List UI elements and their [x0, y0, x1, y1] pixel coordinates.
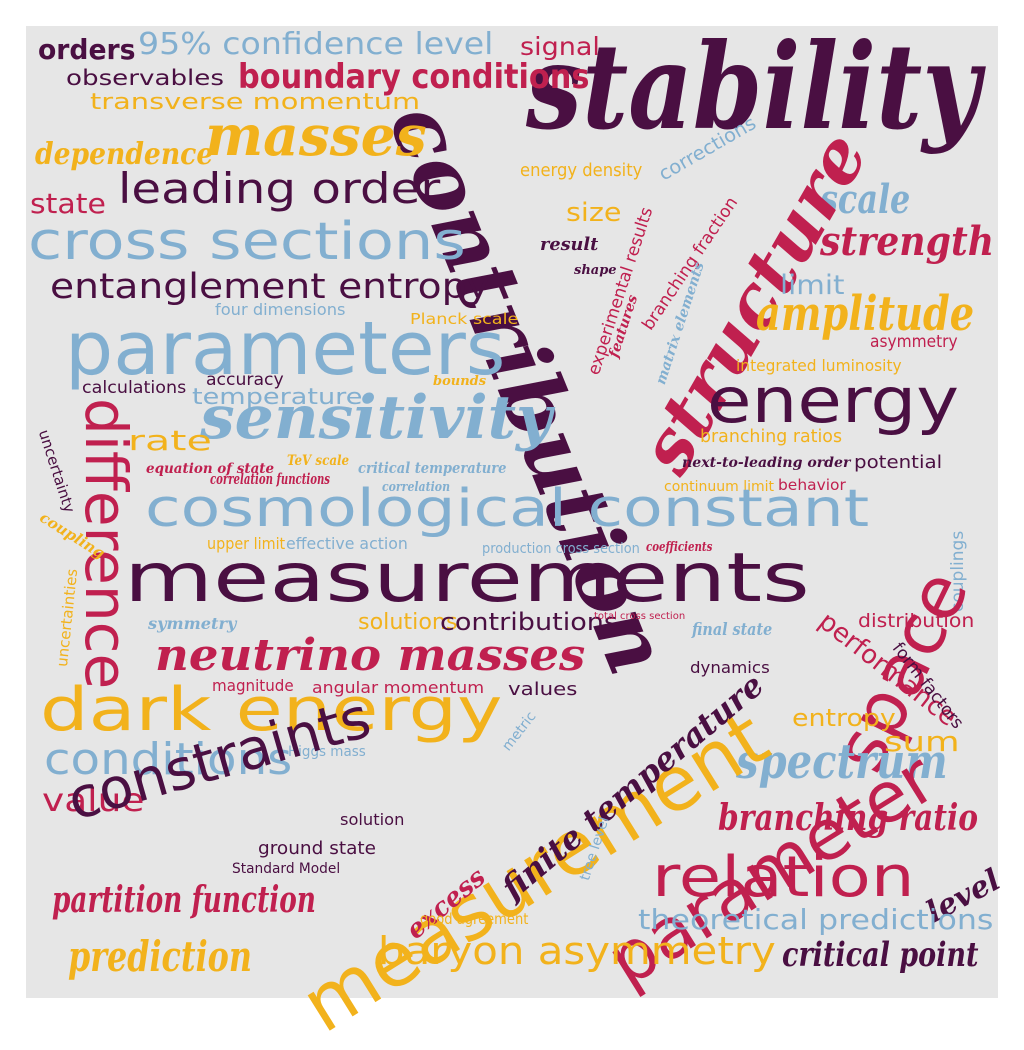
word-four-dimensions: four dimensions — [215, 300, 346, 319]
word-baryon-asymmetry: baryon asymmetry — [378, 929, 776, 973]
word-scale: scale — [820, 176, 911, 223]
word-leading-order: leading order — [118, 164, 441, 213]
word-boundary-conditions: boundary conditions — [238, 57, 590, 97]
word-distribution: distribution — [858, 610, 975, 632]
word-orders: orders — [38, 33, 136, 66]
cloud-background — [26, 26, 998, 998]
word-correlation: correlation — [382, 480, 451, 495]
word-entanglement-entropy: entanglement entropy — [50, 267, 490, 307]
word-result: result — [540, 234, 599, 255]
word-magnitude: magnitude — [212, 676, 294, 695]
word-dynamics: dynamics — [690, 658, 770, 677]
word-calculations: calculations — [82, 378, 187, 398]
word-spectrum: spectrum — [736, 734, 948, 790]
word-energy-density: energy density — [520, 160, 643, 181]
word-correlation-functions: correlation functions — [210, 470, 331, 488]
word-masses: masses — [205, 103, 427, 169]
word-upper-limit: upper limit — [207, 534, 286, 553]
word-symmetry: symmetry — [148, 614, 237, 633]
word-95-confidence-level: 95% confidence level — [138, 27, 494, 62]
word-cross-sections: cross sections — [28, 212, 466, 272]
word-energy: energy — [707, 364, 960, 437]
word-next-to-leading-order: next-to-leading order — [682, 455, 851, 471]
word-branching-ratios: branching ratios — [700, 426, 843, 447]
word-final-state: final state — [692, 620, 773, 640]
word-shape: shape — [574, 263, 617, 278]
word-stability: stability — [526, 17, 981, 156]
word-relation: relation — [652, 845, 915, 910]
word-contributions: contributions — [440, 608, 619, 636]
word-standard-model: Standard Model — [232, 861, 341, 877]
word-critical-point: critical point — [782, 935, 979, 975]
word-limit: limit — [780, 270, 845, 301]
word-signal: signal — [520, 32, 600, 61]
word-angular-momentum: angular momentum — [312, 678, 485, 697]
word-theoretical-predictions: theoretical predictions — [638, 903, 994, 936]
word-equation-of-state: equation of state — [146, 461, 275, 477]
word-strength: strength — [820, 218, 995, 265]
word-prediction: prediction — [68, 932, 252, 981]
word-transverse-momentum: transverse momentum — [90, 90, 421, 115]
word-partition-function: partition function — [52, 879, 316, 921]
word-coefficients: coefficients — [646, 540, 713, 555]
word-effective-action: effective action — [286, 534, 408, 553]
word-values: values — [508, 679, 578, 700]
word-size: size — [566, 198, 622, 228]
word-planck-scale: Planck scale — [410, 310, 519, 328]
word-cosmological-constant: cosmological constant — [145, 479, 870, 539]
word-good-agreement: good agreement — [420, 910, 529, 928]
word-state: state — [30, 187, 106, 220]
word-observables: observables — [66, 66, 224, 90]
word-production-cross-section: production cross section — [482, 541, 640, 557]
word-critical-temperature: critical temperature — [358, 459, 507, 477]
word-neutrino-masses: neutrino masses — [155, 630, 586, 681]
word-higgs-mass: Higgs mass — [288, 744, 366, 760]
word-dependence: dependence — [35, 137, 214, 172]
word-integrated-luminosity: integrated luminosity — [736, 356, 902, 375]
word-amplitude: amplitude — [756, 286, 975, 342]
word-potential: potential — [854, 452, 943, 473]
word-measurements: measurements — [124, 539, 810, 618]
word-branching-ratio: branching ratio — [718, 797, 978, 839]
word-parameters: parameters — [65, 306, 506, 392]
word-cloud: stability contribution masses boundary cond… — [26, 17, 1006, 1050]
word-solution: solution — [340, 810, 405, 829]
word-temperature: temperature — [192, 385, 363, 410]
word-dark-energy: dark energy — [40, 675, 503, 745]
word-conditions: conditions — [44, 734, 293, 785]
word-bounds: bounds — [433, 374, 487, 389]
word-sensitivity: sensitivity — [200, 383, 552, 453]
word-solutions: solutions — [358, 610, 458, 635]
word-entropy: entropy — [792, 704, 896, 732]
word-asymmetry: asymmetry — [870, 332, 958, 352]
word-rate: rate — [128, 424, 212, 457]
word-ground-state: ground state — [258, 838, 377, 859]
word-sum: sum — [884, 725, 960, 758]
word-tev-scale: TeV scale — [287, 453, 350, 469]
word-total-cross-section: total cross section — [594, 611, 686, 622]
word-accuracy: accuracy — [206, 370, 284, 390]
word-behavior: behavior — [778, 476, 846, 494]
word-value: value — [42, 781, 145, 819]
word-continuum-limit: continuum limit — [664, 479, 775, 495]
